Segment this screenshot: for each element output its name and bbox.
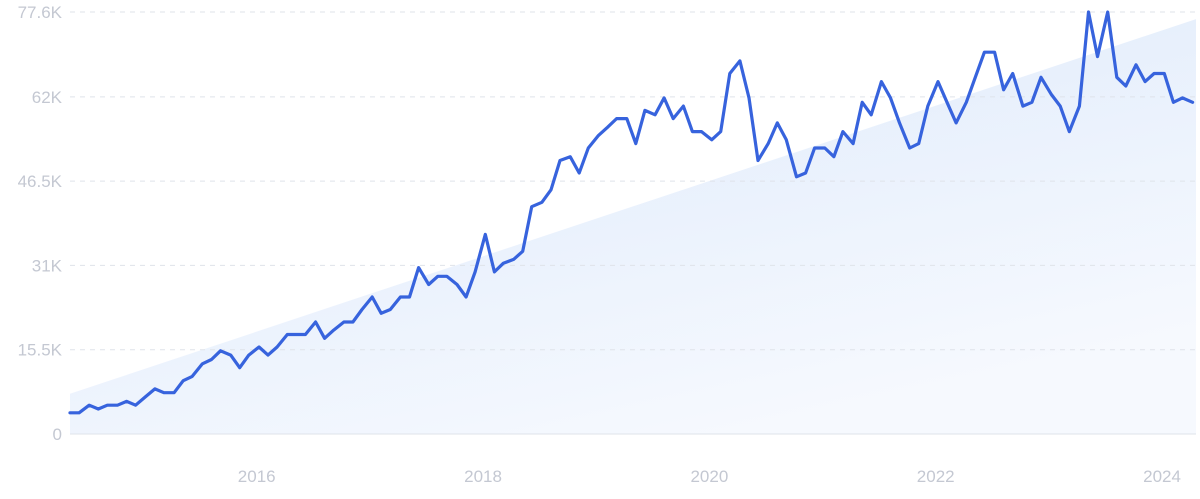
y-tick-label: 46.5K [18,172,63,191]
y-tick-label: 31K [32,256,63,275]
x-tick-label: 2016 [238,467,276,486]
series-line [68,10,1195,415]
x-axis: 2016 2018 2020 2022 2024 [238,467,1181,486]
x-tick-label: 2020 [690,467,728,486]
y-axis: 0 15.5K 31K 46.5K 62K 77.6K [18,3,63,444]
y-tick-label: 77.6K [18,3,63,22]
y-tick-label: 62K [32,88,63,107]
x-tick-label: 2024 [1143,467,1181,486]
x-tick-label: 2022 [917,467,955,486]
y-tick-label: 0 [53,425,62,444]
series-layer [68,10,1195,415]
grid-layer [70,11,1196,435]
x-tick-label: 2018 [464,467,502,486]
trend-area-layer [70,19,1196,435]
y-tick-label: 15.5K [18,341,63,360]
trend-area [70,19,1196,435]
